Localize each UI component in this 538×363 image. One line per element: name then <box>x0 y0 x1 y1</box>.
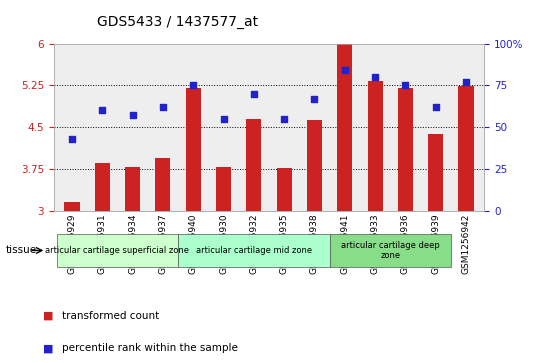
Text: articular cartilage superficial zone: articular cartilage superficial zone <box>45 246 189 255</box>
Bar <box>277 168 292 211</box>
Bar <box>337 44 352 211</box>
Text: tissue: tissue <box>5 245 37 256</box>
Bar <box>398 87 413 211</box>
Bar <box>186 87 201 211</box>
Text: articular cartilage deep
zone: articular cartilage deep zone <box>341 241 440 260</box>
Point <box>401 82 410 88</box>
Text: ■: ■ <box>43 311 54 321</box>
Bar <box>95 163 110 211</box>
Point <box>250 91 258 97</box>
Bar <box>246 119 261 211</box>
Point <box>431 104 440 110</box>
Text: ■: ■ <box>43 343 54 354</box>
Point <box>189 82 197 88</box>
Text: articular cartilage mid zone: articular cartilage mid zone <box>196 246 312 255</box>
Bar <box>307 121 322 211</box>
Point <box>159 104 167 110</box>
Point <box>280 116 288 122</box>
Bar <box>155 158 171 211</box>
Point <box>310 96 319 102</box>
Bar <box>458 86 473 211</box>
Point <box>462 79 470 85</box>
Bar <box>65 202 80 211</box>
Point <box>128 113 137 118</box>
Text: GDS5433 / 1437577_at: GDS5433 / 1437577_at <box>97 15 258 29</box>
Bar <box>428 134 443 211</box>
Point <box>68 136 76 142</box>
Text: transformed count: transformed count <box>62 311 159 321</box>
Point <box>341 68 349 73</box>
Point <box>219 116 228 122</box>
Point <box>371 74 379 80</box>
Bar <box>216 167 231 211</box>
Bar <box>125 167 140 211</box>
Point <box>98 107 107 113</box>
Bar <box>367 81 383 211</box>
Text: percentile rank within the sample: percentile rank within the sample <box>62 343 238 354</box>
